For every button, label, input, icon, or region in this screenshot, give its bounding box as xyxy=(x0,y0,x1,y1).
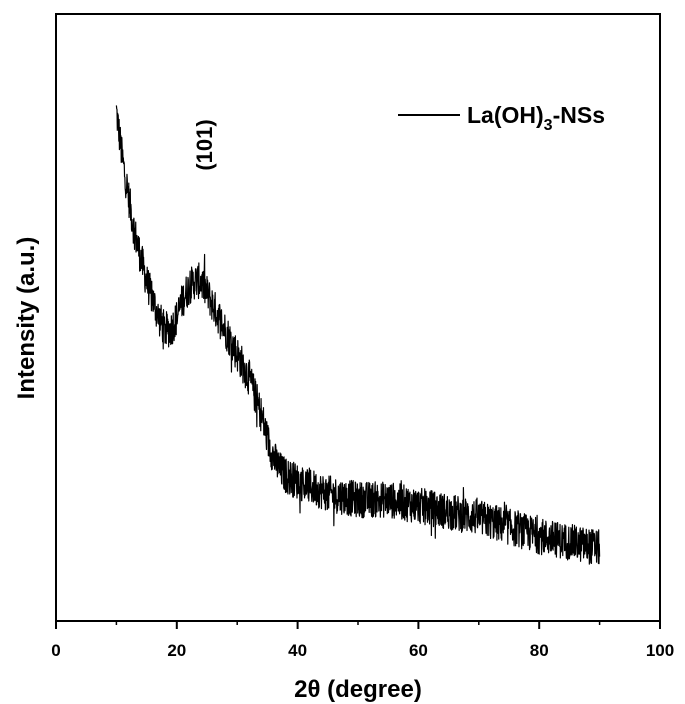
peak-annotation-101: (101) xyxy=(192,119,217,170)
x-tick-label: 60 xyxy=(409,641,428,660)
legend: La(OH)3-NSs xyxy=(398,102,605,134)
series-line-la-oh3-nss xyxy=(115,105,601,565)
x-tick-label: 80 xyxy=(530,641,549,660)
y-axis-title: Intensity (a.u.) xyxy=(13,237,40,400)
legend-label: La(OH)3-NSs xyxy=(467,102,605,134)
x-tick-label: 0 xyxy=(51,641,60,660)
x-tick-label: 100 xyxy=(646,641,674,660)
x-axis-title: 2θ (degree) xyxy=(294,676,422,703)
x-tick-label: 20 xyxy=(167,641,186,660)
x-tick-label: 40 xyxy=(288,641,307,660)
x-axis-ticks: 0 20 40 60 80 100 xyxy=(51,621,674,660)
